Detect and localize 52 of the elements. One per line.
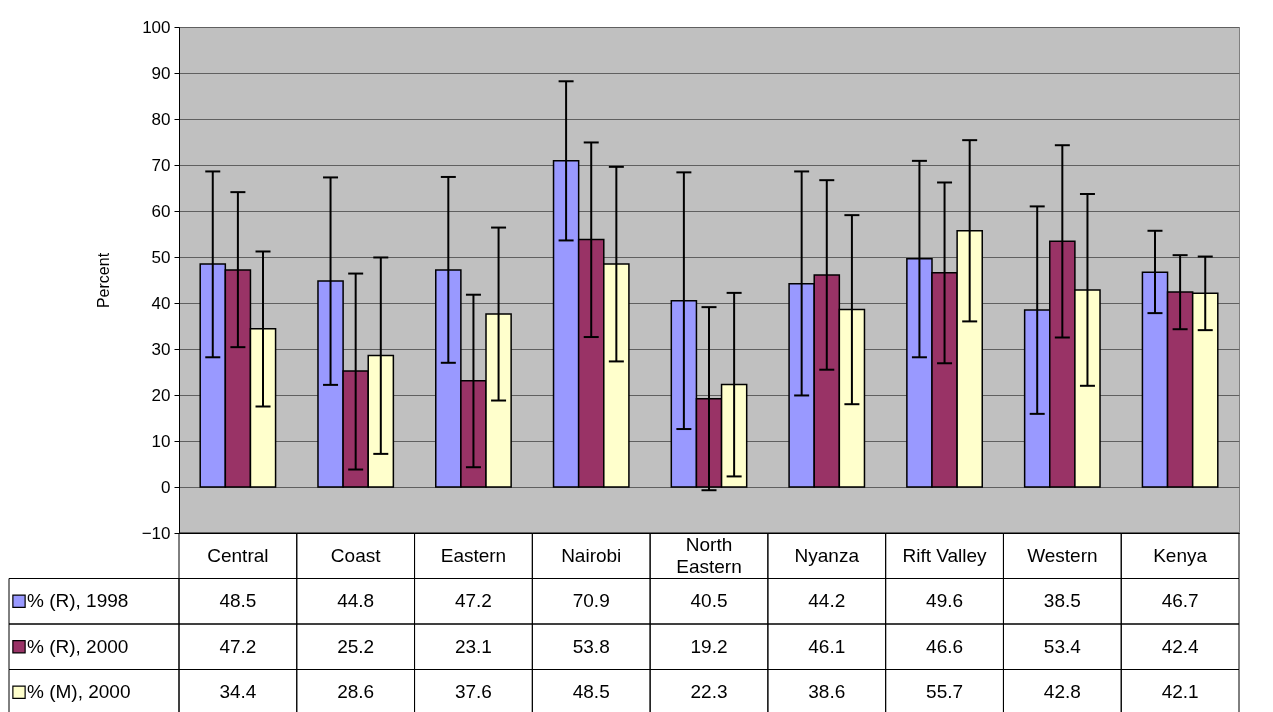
y-tick-label: 50 bbox=[151, 247, 171, 267]
x-tick-label: Central bbox=[207, 544, 269, 566]
legend-label: % (M), 2000 bbox=[27, 681, 131, 703]
y-tick-label: 10 bbox=[151, 431, 171, 451]
data-label: 34.4 bbox=[219, 681, 257, 703]
data-label: 70.9 bbox=[572, 590, 610, 612]
y-axis-title: Percent bbox=[94, 252, 112, 309]
data-label: 44.2 bbox=[808, 590, 846, 612]
x-tick-label: North Eastern bbox=[676, 533, 742, 577]
data-label: 47.2 bbox=[219, 635, 257, 657]
x-tick-label: Coast bbox=[330, 544, 382, 566]
data-label: 37.6 bbox=[454, 681, 492, 703]
data-label: 42.8 bbox=[1043, 681, 1081, 703]
y-tick-label: 90 bbox=[151, 63, 171, 83]
x-tick-label: Rift Valley bbox=[902, 544, 988, 566]
legend-label: % (R), 2000 bbox=[27, 635, 129, 657]
data-label: 46.6 bbox=[926, 635, 964, 657]
y-tick-label: 40 bbox=[151, 293, 171, 313]
x-tick-label: Western bbox=[1027, 544, 1098, 566]
y-tick-label: 70 bbox=[151, 155, 171, 175]
legend-label: % (R), 1998 bbox=[27, 590, 129, 612]
data-label: 25.2 bbox=[337, 635, 375, 657]
data-label: 55.7 bbox=[926, 681, 964, 703]
data-label: 42.1 bbox=[1161, 681, 1199, 703]
x-tick-label: Nairobi bbox=[561, 544, 622, 566]
x-tick-label: Eastern bbox=[440, 544, 507, 566]
data-label: 40.5 bbox=[690, 590, 728, 612]
data-label: 22.3 bbox=[690, 681, 728, 703]
y-tick-label: −10 bbox=[141, 523, 171, 543]
data-label: 47.2 bbox=[454, 590, 492, 612]
y-tick-label: 0 bbox=[161, 477, 171, 497]
data-label: 23.1 bbox=[454, 635, 492, 657]
y-tick-label: 30 bbox=[151, 339, 171, 359]
y-tick-label: 100 bbox=[142, 17, 171, 37]
data-label: 46.7 bbox=[1161, 590, 1199, 612]
data-label: 48.5 bbox=[572, 681, 610, 703]
data-label: 46.1 bbox=[808, 635, 846, 657]
data-label: 38.6 bbox=[808, 681, 846, 703]
x-tick-label: Nyanza bbox=[794, 544, 860, 566]
data-label: 49.6 bbox=[926, 590, 964, 612]
y-tick-label: 80 bbox=[151, 109, 171, 129]
data-label: 28.6 bbox=[337, 681, 375, 703]
data-label: 19.2 bbox=[690, 635, 728, 657]
data-label: 42.4 bbox=[1161, 635, 1200, 657]
y-tick-label: 20 bbox=[151, 385, 171, 405]
y-tick-label: 60 bbox=[151, 201, 171, 221]
x-tick-label: Kenya bbox=[1153, 544, 1208, 566]
data-label: 38.5 bbox=[1043, 590, 1081, 612]
data-label: 53.4 bbox=[1043, 635, 1082, 657]
data-label: 48.5 bbox=[219, 590, 257, 612]
data-label: 44.8 bbox=[337, 590, 375, 612]
data-label: 53.8 bbox=[572, 635, 610, 657]
